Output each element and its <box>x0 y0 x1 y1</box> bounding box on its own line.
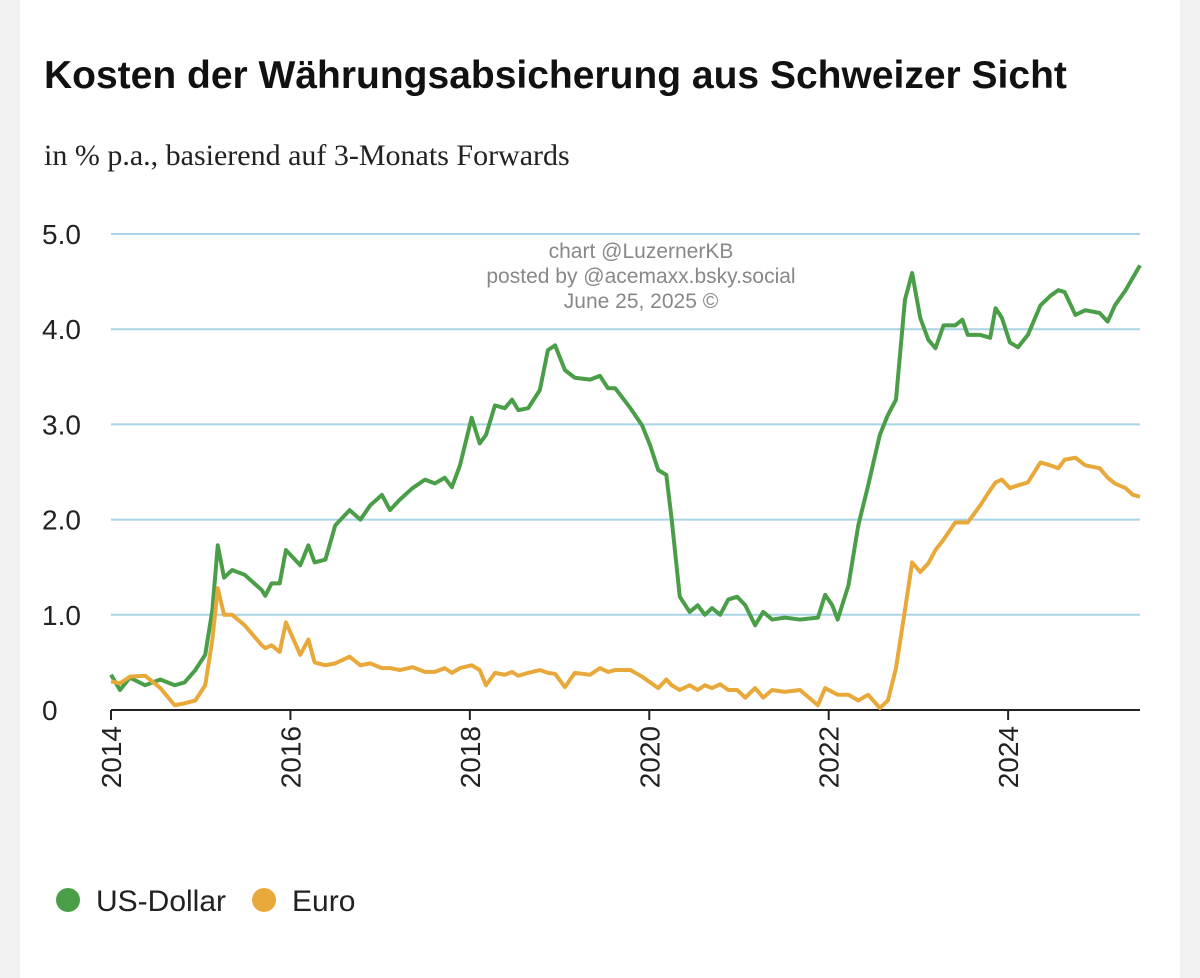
card <box>20 0 1180 978</box>
y-tick-label: 2.0 <box>42 505 81 536</box>
y-tick-label: 4.0 <box>42 314 81 345</box>
watermark: June 25, 2025 © <box>564 290 719 313</box>
legend-label: US-Dollar <box>96 885 226 918</box>
x-tick-label: 2024 <box>993 726 1024 788</box>
x-tick-label: 2018 <box>455 726 486 788</box>
y-tick-label: 0 <box>42 695 58 726</box>
legend-swatch <box>56 888 80 912</box>
chart-title: Kosten der Währungsabsicherung aus Schwe… <box>44 54 1067 97</box>
watermark: chart @LuzernerKB <box>549 240 734 263</box>
watermark: posted by @acemaxx.bsky.social <box>486 265 795 288</box>
x-tick-label: 2020 <box>634 726 665 788</box>
y-tick-label: 5.0 <box>42 219 81 250</box>
y-tick-label: 3.0 <box>42 409 81 440</box>
chart-subtitle: in % p.a., basierend auf 3-Monats Forwar… <box>44 139 570 172</box>
line-series <box>109 264 1142 693</box>
legend-swatch <box>252 888 277 912</box>
x-tick-label: 2022 <box>814 726 845 788</box>
line-series <box>110 455 1141 711</box>
x-tick-label: 2014 <box>96 726 127 788</box>
legend-label: Euro <box>292 885 355 918</box>
x-tick-label: 2016 <box>275 726 306 788</box>
y-tick-label: 1.0 <box>42 600 81 631</box>
